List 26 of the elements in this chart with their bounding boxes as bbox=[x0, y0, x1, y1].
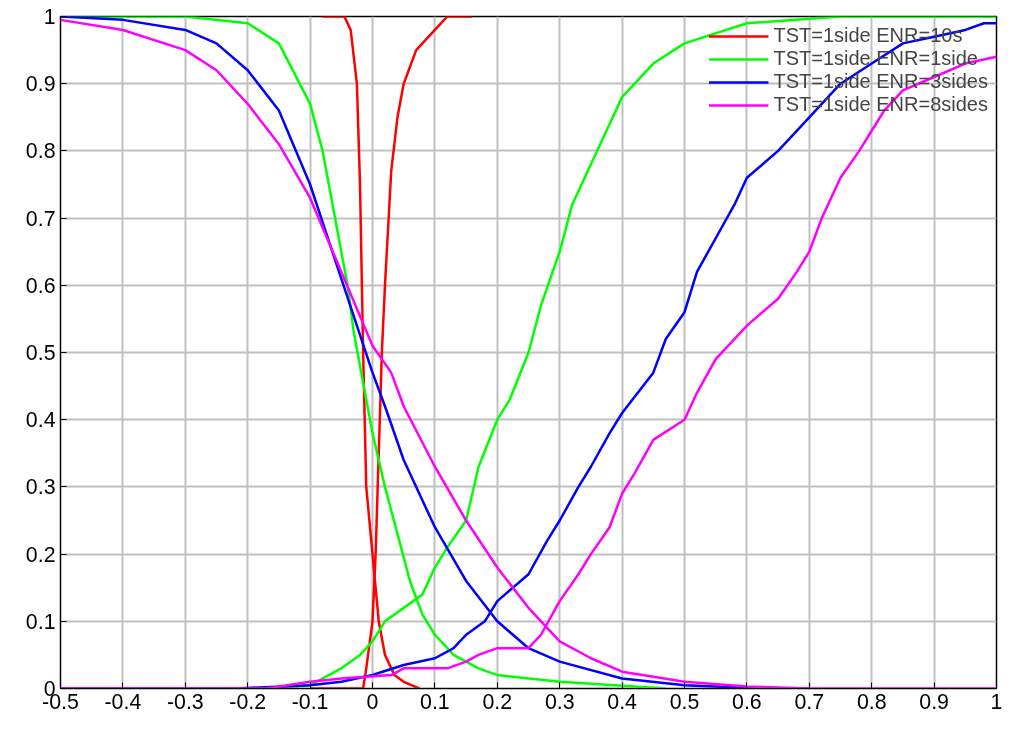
x-tick-label: 0.6 bbox=[732, 689, 762, 714]
y-tick-label: 0.1 bbox=[25, 609, 56, 634]
y-tick-label: 0.6 bbox=[25, 273, 56, 298]
x-tick-label: -0.2 bbox=[229, 689, 267, 714]
x-tick-label: -0.1 bbox=[291, 689, 329, 714]
x-tick-label: 0.7 bbox=[794, 689, 825, 714]
x-tick-label: 0.5 bbox=[669, 689, 700, 714]
y-tick-label: 0.9 bbox=[25, 72, 56, 97]
x-tick-label: 0.4 bbox=[607, 689, 638, 714]
y-tick-label: 0.7 bbox=[25, 206, 56, 231]
line-series bbox=[308, 16, 474, 689]
y-tick-label: 0.5 bbox=[25, 341, 56, 365]
x-tick-label: 0.8 bbox=[856, 689, 887, 714]
x-tick-label: -0.3 bbox=[166, 689, 204, 714]
y-tick-label: 0.8 bbox=[25, 139, 56, 164]
y-tick-label: 0.2 bbox=[25, 542, 56, 567]
x-tick-label: -0.4 bbox=[104, 689, 142, 714]
x-tick-label: 0 bbox=[366, 689, 379, 714]
x-tick-label: 0.3 bbox=[544, 689, 575, 714]
x-tick-label: 0.9 bbox=[919, 689, 949, 714]
y-tick-label: 1 bbox=[43, 5, 56, 29]
x-tick-label: 0.2 bbox=[482, 689, 513, 714]
x-tick-label: 0.1 bbox=[420, 689, 450, 714]
y-tick-label: 0.3 bbox=[25, 475, 56, 500]
y-tick-label: 0.4 bbox=[25, 408, 56, 433]
x-tick-label: 1 bbox=[990, 689, 1003, 714]
